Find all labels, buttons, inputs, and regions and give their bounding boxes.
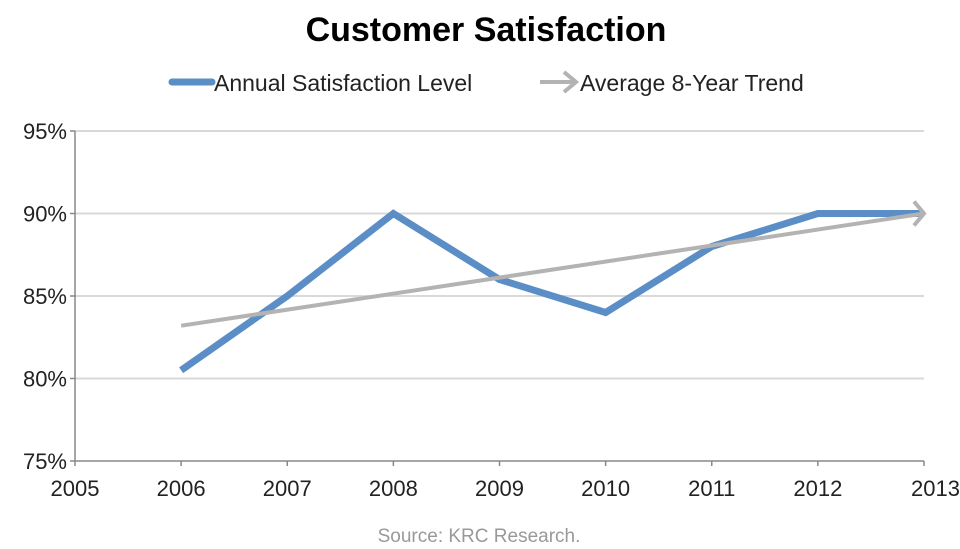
source-note: Source: KRC Research. — [378, 526, 581, 547]
series — [179, 200, 927, 374]
tick-labels: 75% 80% 85% 90% 95% 2005 2006 2007 2008 2009 2010 2… — [23, 119, 960, 501]
legend-label-annual: Annual Satisfaction Level — [214, 70, 472, 96]
x-tick-label: 2006 — [157, 476, 206, 501]
legend-label-trend: Average 8-Year Trend — [580, 70, 804, 96]
x-tick-label: 2009 — [475, 476, 524, 501]
legend: Annual Satisfaction Level Average 8-Year… — [168, 70, 804, 96]
x-tick-label: 2010 — [581, 476, 630, 501]
trend-arrowhead — [912, 200, 927, 227]
chart-title: Customer Satisfaction — [306, 11, 667, 49]
x-tick-label: 2008 — [369, 476, 418, 501]
series-line-annual — [179, 209, 924, 374]
series-line-trend — [180, 211, 925, 328]
x-tick-label: 2013 — [911, 476, 960, 501]
y-tick-label: 90% — [23, 202, 67, 227]
gridlines — [75, 130, 924, 380]
x-tick-label: 2011 — [688, 476, 735, 501]
x-tick-label: 2007 — [263, 476, 312, 501]
x-tick-label: 2012 — [793, 476, 842, 501]
legend-arrow-icon — [562, 70, 580, 94]
axes — [70, 130, 925, 466]
y-tick-label: 85% — [23, 284, 67, 309]
y-tick-label: 95% — [23, 119, 67, 144]
y-tick-label: 80% — [23, 367, 67, 392]
y-tick-label: 75% — [23, 449, 67, 474]
x-tick-label: 2005 — [51, 476, 100, 501]
